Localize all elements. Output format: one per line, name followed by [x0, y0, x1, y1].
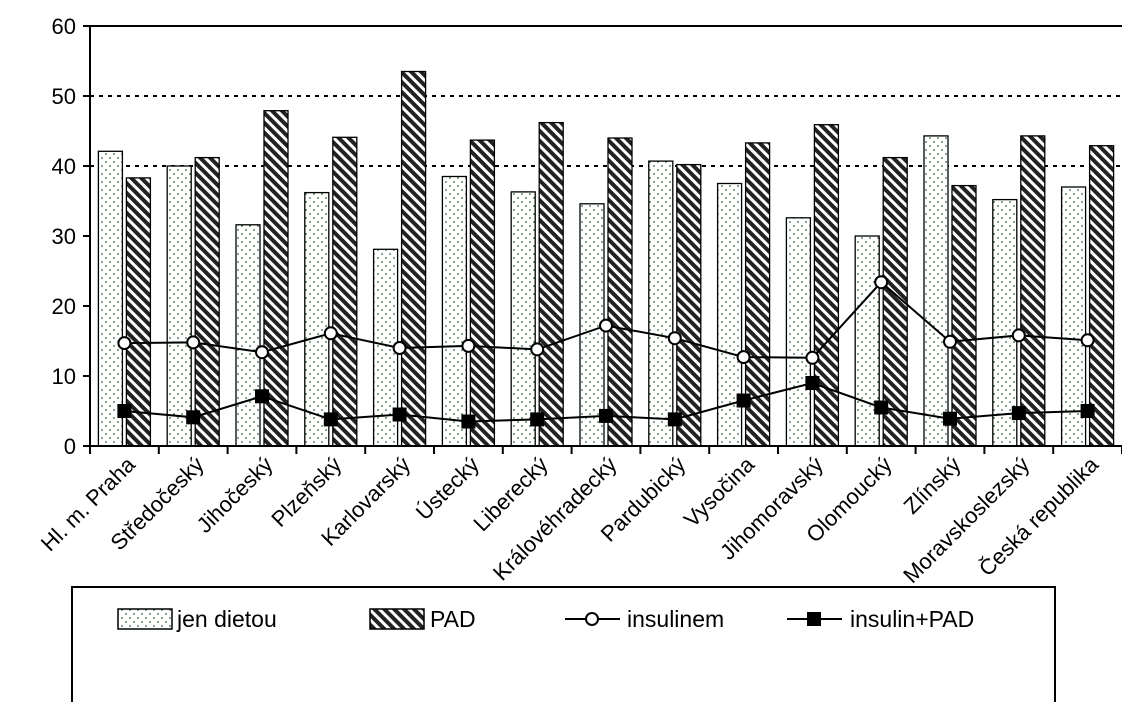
x-tick-label-moravskoslezsky: Moravskoslezský [898, 452, 1034, 588]
y-tick-label: 60 [52, 14, 76, 39]
gridlines [90, 95, 1122, 167]
bar-jen-dietou-ustecky [441, 175, 468, 447]
bar-pad-karlovarsky [400, 70, 427, 447]
point-insulin-pad-plzensky [323, 412, 338, 427]
y-tick-labels: 0 10 20 30 40 50 60 [52, 14, 76, 459]
y-tick-label: 10 [52, 364, 76, 389]
point-insulinem-jihocesky [255, 345, 269, 360]
point-insulin-pad-ceska-republika [1080, 404, 1095, 418]
legend-swatch-pad [369, 608, 425, 630]
legend-label-pad: PAD [430, 606, 476, 632]
bar-jen-dietou-liberecky [510, 191, 536, 447]
y-tick-label: 40 [52, 154, 76, 179]
lines [117, 275, 1095, 429]
bar-jen-dietou-hl-m-praha [97, 150, 124, 447]
point-insulin-pad-stredocesky [186, 410, 201, 425]
bar-pad-liberecky [538, 121, 564, 447]
point-insulin-pad-karlovarsky [392, 407, 407, 422]
bar-jen-dietou-moravskoslezsky [992, 198, 1018, 447]
y-tick-label: 0 [64, 434, 76, 459]
point-insulinem-karlovarsky [392, 341, 407, 355]
point-insulinem-stredocesky [186, 335, 201, 350]
bar-jen-dietou-jihocesky [235, 224, 261, 447]
bar-pad-olomoucky [882, 156, 908, 447]
point-insulinem-pardubicky [667, 331, 682, 346]
bar-pad-plzensky [332, 136, 358, 447]
point-insulin-pad-zlinsky [943, 411, 957, 426]
axes [83, 25, 1122, 454]
x-tick-label-ceska-republika: Česká republika [974, 451, 1104, 581]
point-insulin-pad-ustecky [461, 414, 476, 429]
point-insulinem-liberecky [530, 342, 545, 357]
point-insulin-pad-vysocina [736, 393, 751, 408]
x-tick-labels: Hl. m. PrahaStředočeskýJihočeskýPlzeňský… [36, 451, 1104, 588]
bar-pad-ustecky [469, 139, 496, 447]
bar-pad-zlinsky [951, 184, 977, 447]
x-tick-label-kralovehradecky: Královéhradecký [488, 452, 622, 586]
point-insulinem-hl-m-praha [117, 336, 132, 351]
legend-marker-insulinem [585, 612, 599, 626]
bar-pad-moravskoslezsky [1020, 135, 1046, 447]
bar-pad-kralovehradecky [607, 137, 633, 447]
point-insulin-pad-kralovehradecky [599, 408, 613, 423]
legend-label-jen-dietou: jen dietou [176, 606, 277, 632]
legend-label-insulin-pad: insulin+PAD [850, 606, 974, 632]
x-tick-label-jihocesky: Jihočeský [192, 452, 278, 538]
legend: jen dietou PAD insulinem insulin+PAD [71, 586, 1056, 702]
bar-pad-ceska-republika [1088, 145, 1115, 447]
point-insulinem-plzensky [323, 326, 338, 341]
y-tick-label: 50 [52, 84, 76, 109]
point-insulin-pad-jihocesky [255, 389, 269, 404]
point-insulin-pad-pardubicky [667, 412, 682, 427]
point-insulinem-moravskoslezsky [1011, 328, 1026, 343]
point-insulinem-kralovehradecky [599, 318, 613, 333]
bar-jen-dietou-zlinsky [923, 135, 949, 447]
bar-jen-dietou-pardubicky [648, 160, 674, 447]
point-insulin-pad-hl-m-praha [117, 404, 132, 418]
point-insulinem-ceska-republika [1080, 333, 1095, 348]
point-insulinem-ustecky [461, 338, 476, 353]
bars [97, 70, 1115, 447]
point-insulinem-jihomoravsky [805, 350, 820, 365]
bar-pad-stredocesky [194, 156, 220, 447]
bar-jen-dietou-stredocesky [166, 165, 192, 447]
point-insulin-pad-jihomoravsky [805, 376, 820, 390]
bar-pad-pardubicky [676, 163, 702, 447]
x-tick-label-zlinsky: Zlínský [899, 452, 966, 519]
point-insulinem-olomoucky [874, 275, 889, 290]
bar-jen-dietou-plzensky [304, 191, 330, 447]
y-tick-label: 20 [52, 294, 76, 319]
legend-swatch-jen-dietou [117, 608, 173, 630]
bar-pad-jihomoravsky [813, 124, 840, 447]
point-insulin-pad-moravskoslezsky [1011, 406, 1026, 421]
y-tick-label: 30 [52, 224, 76, 249]
point-insulinem-zlinsky [943, 334, 957, 349]
legend-marker-insulin-pad [807, 612, 821, 626]
point-insulin-pad-liberecky [530, 412, 545, 427]
bar-jen-dietou-jihomoravsky [785, 217, 812, 447]
point-insulinem-vysocina [736, 350, 751, 365]
point-insulin-pad-olomoucky [874, 400, 889, 415]
legend-label-insulinem: insulinem [627, 606, 724, 632]
legend-box [71, 586, 1056, 702]
